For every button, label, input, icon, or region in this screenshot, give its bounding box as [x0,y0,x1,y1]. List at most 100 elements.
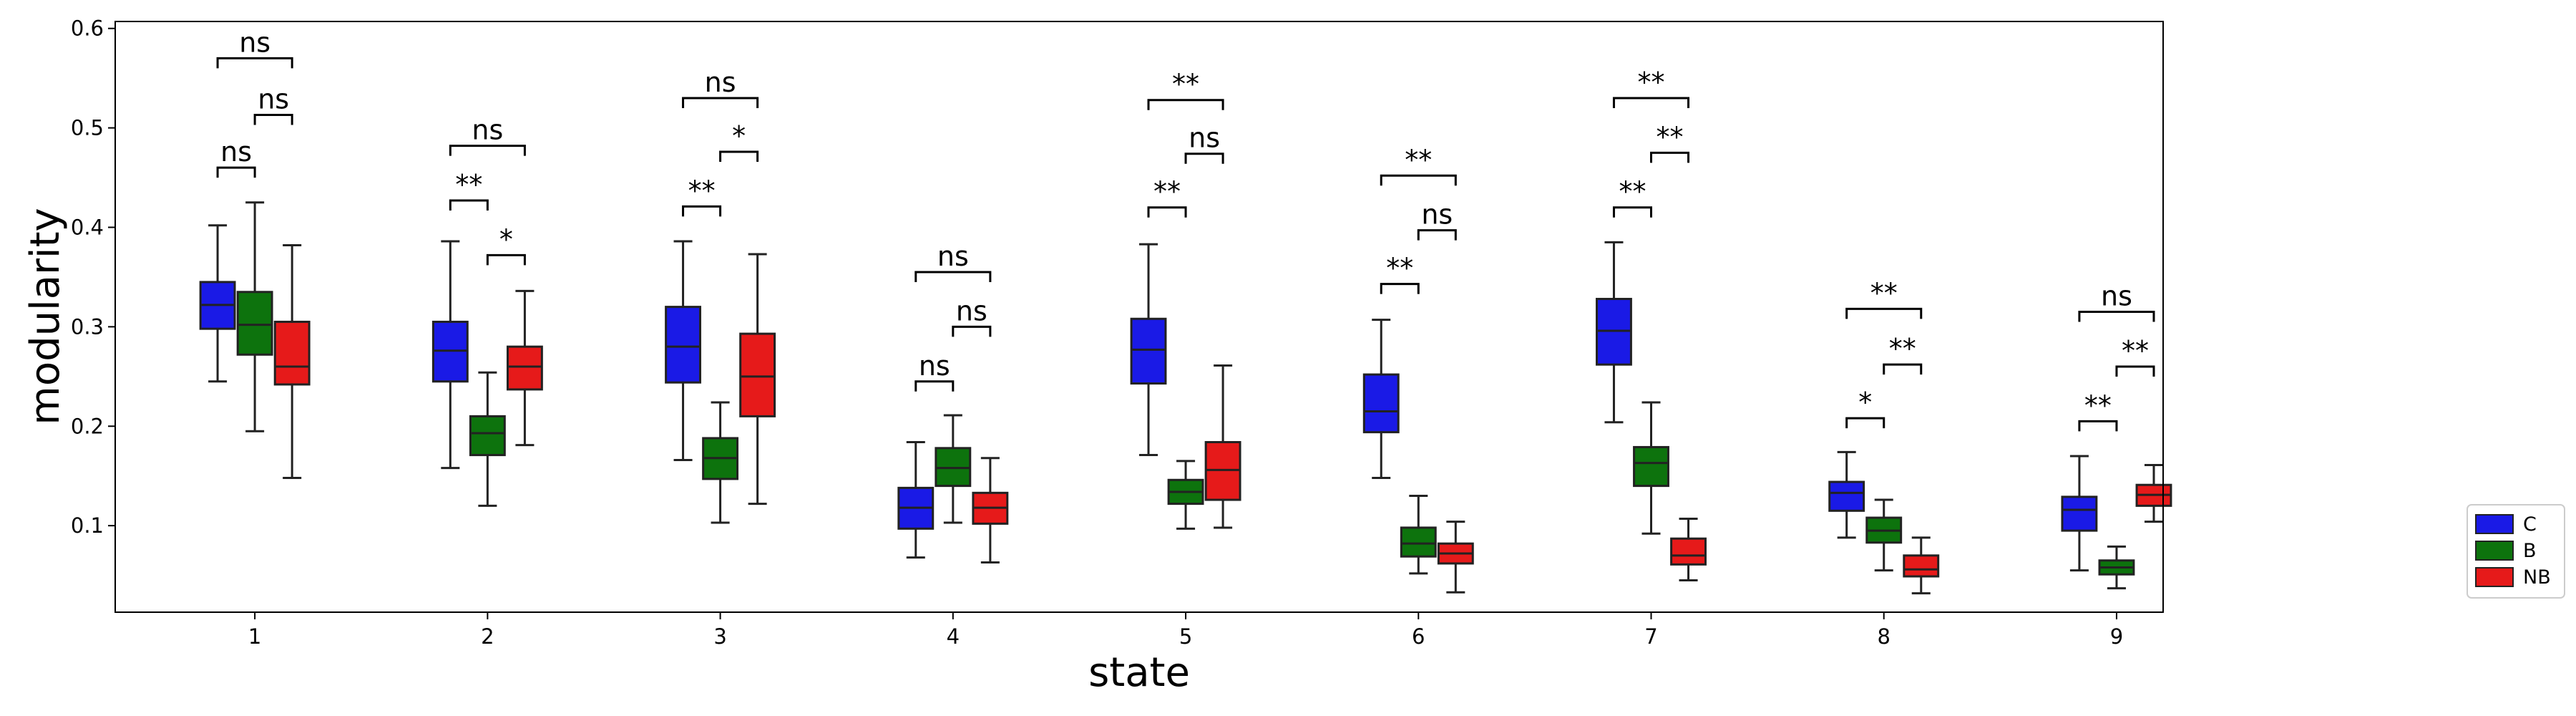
bracket-line [1845,417,1885,429]
significance-label: ** [2122,335,2149,367]
x-tick-label: 6 [1412,624,1425,649]
bracket-line [1184,153,1224,164]
box-NB-state-4 [972,457,1009,564]
box-body [1130,317,1167,385]
significance-label: * [499,223,513,255]
box-B-state-7 [1633,401,1669,535]
legend-swatch-NB [2475,567,2514,587]
box-B-state-5 [1167,460,1204,530]
significance-label: ns [956,295,987,326]
significance-bracket: ** [1612,67,1690,108]
bracket-line [1380,174,1457,186]
y-tick-label: 0.5 [71,116,104,140]
bracket-line [1417,229,1457,241]
bracket-line [1147,99,1224,110]
bracket-line [914,380,955,392]
significance-label: ns [919,350,950,382]
significance-label: ** [1638,67,1665,98]
y-axis: 0.1 0.2 0.3 0.4 0.5 0.6 [71,16,115,538]
significance-bracket: ns [914,241,992,282]
bracket-line [1612,97,1690,108]
significance-label: ** [2084,390,2112,421]
box-NB-state-3 [739,253,776,505]
bracket-line [682,97,759,108]
box-body [665,306,701,384]
box-body [273,320,311,386]
box-B-state-4 [935,414,972,524]
y-tick-label: 0.3 [71,314,104,339]
significance-bracket: ** [2078,390,2118,432]
bracket-line [914,271,992,282]
box-B-state-3 [702,401,739,524]
significance-bracket: ns [2078,281,2155,322]
significance-bracket: ns [449,115,526,156]
x-axis-label: state [1088,649,1190,696]
significance-label: ns [239,26,270,58]
bracket-line [1845,307,1923,319]
box-body [1670,537,1707,566]
x-axis: 1 2 3 4 5 6 7 8 9 [248,612,2123,649]
significance-label: ** [1386,253,1413,284]
box-body [1903,554,1940,578]
box-C-state-2 [431,240,469,470]
box-C-state-8 [1828,450,1865,539]
y-axis-label: modularity [22,208,69,425]
significance-label: ** [1889,333,1916,364]
y-tick-label: 0.6 [71,16,104,41]
x-tick-label: 7 [1644,624,1657,649]
legend-swatch-B [2475,541,2514,561]
box-body [739,332,776,417]
x-tick-label: 5 [1179,624,1192,649]
significance-label: ** [1870,277,1898,309]
box-body [1362,373,1400,434]
box-B-state-1 [236,201,273,432]
significance-label: ** [1172,69,1199,100]
x-tick-label: 9 [2110,624,2123,649]
significance-label: * [732,120,746,152]
significance-bracket: ** [1612,176,1652,218]
box-C-state-6 [1362,319,1400,479]
legend-swatch-C [2475,514,2514,534]
bracket-line [1147,206,1187,218]
bracket-line [216,57,293,69]
bracket-line [1883,363,1923,375]
significance-label: ns [1189,122,1220,154]
box-C-state-7 [1596,241,1632,424]
x-tick-label: 8 [1878,624,1890,649]
legend: CB NB [2467,504,2565,599]
box-body [2061,495,2098,532]
box-C-state-3 [665,240,701,461]
legend-label-NB: NB [2523,566,2551,589]
significance-bracket: ns [216,26,293,69]
significance-bracket: ** [1650,121,1690,163]
bracket-line [2115,365,2155,377]
significance-label: ns [220,136,252,168]
box-NB-state-9 [2135,463,2172,523]
legend-label-C: C [2523,513,2537,536]
x-tick-label: 4 [947,624,960,649]
legend-label-B: B [2523,540,2537,562]
box-C-state-9 [2061,455,2098,572]
bracket-line [1380,283,1420,294]
significance-label: ** [1619,176,1646,208]
significance-bracket: * [486,223,526,266]
significance-bracket: * [1845,387,1885,429]
bracket-line [682,205,722,217]
box-C-state-4 [897,441,935,559]
significance-bracket: ** [449,169,489,211]
significance-bracket: ns [253,84,293,125]
x-tick-label: 2 [481,624,494,649]
significance-bracket: ns [1184,122,1224,164]
box-NB-state-1 [273,244,311,479]
box-NB-state-7 [1670,517,1707,582]
box-NB-state-5 [1204,364,1241,529]
y-tick-label: 0.4 [71,216,104,240]
significance-label: ns [2101,281,2132,312]
significance-bracket: ** [1147,176,1187,218]
significance-bracket: ns [952,295,992,337]
significance-label: ns [937,241,969,272]
significance-label: ** [1405,144,1432,175]
bracket-line [253,114,293,125]
significance-bracket: ** [1147,69,1224,110]
